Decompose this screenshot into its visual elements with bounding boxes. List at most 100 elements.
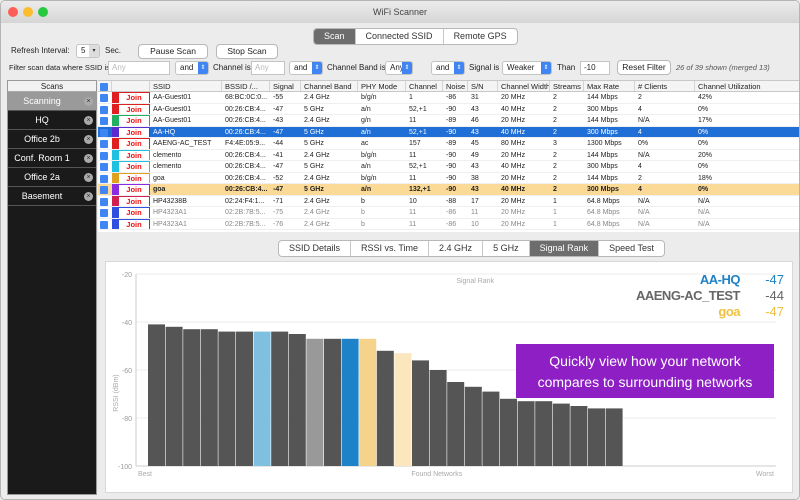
join-button[interactable]: Join: [119, 150, 149, 160]
column-header-noise[interactable]: Noise: [443, 81, 468, 91]
join-button[interactable]: Join: [119, 127, 149, 137]
row-checkbox[interactable]: [98, 219, 112, 230]
tab-speed-test[interactable]: Speed Test: [609, 243, 654, 253]
sidebar-item-scanning[interactable]: Scanning ×: [8, 92, 96, 111]
tab-remote-gps[interactable]: Remote GPS: [453, 31, 507, 41]
remove-icon[interactable]: ×: [84, 173, 93, 182]
sidebar-item-basement[interactable]: Basement ×: [8, 187, 96, 206]
table-row[interactable]: Join AA-Guest01 00:26:CB:4... -43 2.4 GHz g/n…: [98, 115, 799, 127]
row-checkbox[interactable]: [98, 184, 112, 195]
minimize-window-icon[interactable]: [23, 7, 33, 17]
remove-icon[interactable]: ×: [84, 135, 93, 144]
row-checkbox[interactable]: [98, 127, 112, 138]
and-select-3[interactable]: and ⇕: [431, 61, 465, 75]
than-value-input[interactable]: -10: [580, 61, 610, 75]
stop-scan-button[interactable]: Stop Scan: [216, 44, 278, 59]
column-header-signal[interactable]: Signal: [270, 81, 301, 91]
column-header-max-rate[interactable]: Max Rate: [584, 81, 635, 91]
row-checkbox[interactable]: [98, 173, 112, 184]
column-header-bssid[interactable]: BSSID /...: [222, 81, 270, 91]
column-header-channel[interactable]: Channel: [406, 81, 443, 91]
sidebar-item-hq[interactable]: HQ ×: [8, 111, 96, 130]
row-checkbox[interactable]: [98, 104, 112, 115]
join-cell: Join: [112, 184, 150, 195]
table-row[interactable]: Join HP4323A1 02:2B:7B:5... -75 2.4 GHz b 11 -8…: [98, 207, 799, 219]
column-header-clients[interactable]: # Clients: [635, 81, 695, 91]
tab-5-ghz[interactable]: 5 GHz: [483, 241, 530, 256]
cell-ssid: clemento: [153, 163, 182, 170]
table-row[interactable]: Join goa 00:26:CB:4... -52 2.4 GHz b/g/n 11 -90…: [98, 172, 799, 184]
zoom-window-icon[interactable]: [38, 7, 48, 17]
join-button[interactable]: Join: [119, 139, 149, 149]
column-header-streams[interactable]: Streams: [550, 81, 584, 91]
and-select-2[interactable]: and ⇕: [289, 61, 323, 75]
join-button[interactable]: Join: [119, 196, 149, 206]
sidebar-item-office-2a[interactable]: Office 2a ×: [8, 168, 96, 187]
ssid-filter-input[interactable]: Any: [108, 61, 170, 75]
column-header-channel-utilization[interactable]: Channel Utilization: [698, 82, 761, 91]
table-row[interactable]: Join AA-HQ 00:26:CB:4... -47 5 GHz a/n 52,+1 -9…: [98, 126, 799, 138]
join-button[interactable]: Join: [119, 162, 149, 172]
reset-filter-button[interactable]: Reset Filter: [617, 60, 671, 75]
join-button[interactable]: Join: [119, 219, 149, 229]
join-button[interactable]: Join: [119, 116, 149, 126]
table-row[interactable]: Join clemento 00:26:CB:4... -47 5 GHz a/n 52,+…: [98, 161, 799, 173]
column-header-phy-mode[interactable]: PHY Mode: [358, 81, 406, 91]
row-checkbox[interactable]: [98, 161, 112, 172]
table-row[interactable]: Join AA-Guest01 68:BC:0C:0... -55 2.4 GHz b/g…: [98, 92, 799, 104]
tab-ssid-details[interactable]: SSID Details: [279, 241, 352, 256]
tab-rssi-vs-time[interactable]: RSSI vs. Time: [351, 241, 430, 256]
tab-connected-ssid[interactable]: Connected SSID: [356, 29, 444, 44]
column-header-sn[interactable]: S/N: [468, 81, 498, 91]
tab-2-4-ghz[interactable]: 2.4 GHz: [429, 241, 484, 256]
remove-icon[interactable]: ×: [84, 97, 93, 106]
table-row[interactable]: Join clemento 00:26:CB:4... -41 2.4 GHz b/g/n…: [98, 149, 799, 161]
row-checkbox[interactable]: [98, 92, 112, 103]
cell-width: 20 MHz: [501, 174, 526, 182]
close-window-icon[interactable]: [8, 7, 18, 17]
row-checkbox[interactable]: [98, 138, 112, 149]
remove-icon[interactable]: ×: [84, 154, 93, 163]
row-checkbox[interactable]: [98, 115, 112, 126]
band-filter-select[interactable]: Any ⇕: [385, 61, 413, 75]
cell-clients: 2: [638, 174, 642, 182]
pause-scan-button[interactable]: Pause Scan: [138, 44, 208, 59]
table-row[interactable]: Join goa 00:26:CB:4... -47 5 GHz a/n 132,+1 -90…: [98, 184, 799, 196]
bar: [324, 338, 341, 466]
bar: [394, 353, 412, 466]
join-button[interactable]: Join: [119, 104, 149, 114]
tab-signal-rank[interactable]: Signal Rank: [529, 241, 600, 256]
sidebar-item-conf-room-1[interactable]: Conf. Room 1 ×: [8, 149, 96, 168]
refresh-interval-select[interactable]: 5 ▾: [76, 44, 100, 58]
cell-phy: a/n: [361, 186, 372, 193]
column-header-channel-width[interactable]: Channel Width: [498, 81, 550, 91]
channel-filter-input[interactable]: Any: [251, 61, 285, 75]
join-button[interactable]: Join: [119, 93, 149, 103]
tab-scan[interactable]: Scan: [314, 29, 356, 44]
table-row[interactable]: Join HP4323A1 02:2B:7B:5... -76 2.4 GHz b 11 -8…: [98, 218, 799, 230]
cell-width: 20 MHz: [501, 94, 526, 101]
table-row[interactable]: Join AA-Guest01 00:26:CB:4... -47 5 GHz a/n 52…: [98, 103, 799, 115]
join-button[interactable]: Join: [119, 185, 149, 195]
bar: [605, 408, 623, 466]
cell-phy: g/n: [361, 117, 371, 124]
row-checkbox[interactable]: [98, 196, 112, 207]
table-row[interactable]: Join AAENG-AC_TEST F4:4E:05:9... -44 5 GHz ac…: [98, 138, 799, 150]
row-checkbox[interactable]: [98, 150, 112, 161]
remove-icon[interactable]: ×: [84, 192, 93, 201]
table-row[interactable]: Join HP43238B 02:24:F4:1... -71 2.4 GHz b 10 -8…: [98, 195, 799, 207]
signal-filter-select[interactable]: Weaker ⇕: [502, 61, 552, 75]
bar: [517, 401, 535, 466]
cell-ssid: HP4323A1: [153, 209, 187, 216]
and-select-1[interactable]: and ⇕: [175, 61, 209, 75]
remove-icon[interactable]: ×: [84, 116, 93, 125]
cell-streams: 2: [553, 117, 557, 124]
column-header-ssid[interactable]: SSID: [150, 81, 222, 91]
column-header-channel-band[interactable]: Channel Band: [301, 81, 358, 91]
join-button[interactable]: Join: [119, 208, 149, 218]
row-checkbox[interactable]: [98, 207, 112, 218]
join-button[interactable]: Join: [119, 173, 149, 183]
sidebar-item-office-2b[interactable]: Office 2b ×: [8, 130, 96, 149]
cell-width: 80 MHz: [501, 140, 526, 147]
select-all-checkbox[interactable]: [98, 81, 112, 91]
